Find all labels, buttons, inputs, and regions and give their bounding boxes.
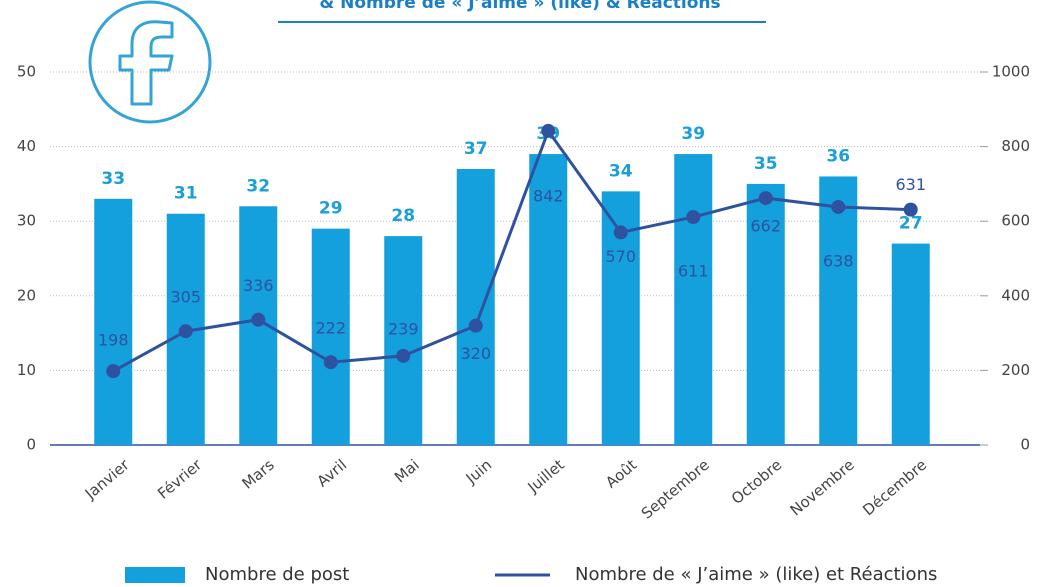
bar-value-label: 33	[101, 169, 125, 189]
bar	[746, 183, 785, 445]
line-value-label: 222	[315, 319, 346, 338]
bar	[819, 176, 858, 445]
bar-value-label: 32	[246, 176, 270, 196]
bar-value-label: 35	[754, 154, 778, 174]
line-value-label: 239	[388, 319, 419, 338]
line-point	[758, 191, 773, 206]
bar	[891, 243, 930, 445]
x-tick-label: Janvier	[81, 455, 133, 503]
x-tick-label: Novembre	[787, 456, 858, 520]
bar	[456, 168, 495, 446]
line-value-label: 570	[605, 247, 636, 266]
bar-value-label: 34	[609, 161, 633, 181]
line-point	[178, 324, 193, 339]
line-value-label: 336	[243, 276, 274, 295]
bar-value-label: 37	[464, 139, 488, 159]
y2-tick-label: 600	[1001, 212, 1030, 230]
line-point	[468, 318, 483, 333]
line-point	[396, 348, 411, 363]
line-value-label: 198	[98, 331, 129, 350]
bar-value-label: 27	[899, 214, 923, 234]
y-tick-label: 10	[17, 361, 36, 379]
bar	[529, 154, 568, 445]
y-tick-label: 0	[26, 436, 36, 454]
x-tick-label: Juin	[462, 456, 495, 488]
line-point	[686, 210, 701, 225]
line-value-label: 842	[533, 186, 564, 205]
y2-tick-label: 800	[1001, 137, 1030, 155]
bar-value-label: 28	[391, 206, 415, 226]
line-point	[106, 364, 121, 379]
bar-value-label: 36	[826, 146, 850, 166]
line-value-label: 611	[678, 262, 709, 281]
line-value-label: 631	[895, 175, 926, 194]
bar-value-label: 39	[681, 124, 705, 144]
line-value-label: 305	[170, 288, 201, 307]
line	[112, 127, 911, 373]
bar	[311, 228, 350, 445]
bar	[384, 236, 423, 445]
y2-tick-label: 200	[1001, 361, 1030, 379]
line-point	[903, 202, 918, 217]
line-point	[323, 355, 338, 370]
x-tick-label: Septembre	[638, 456, 713, 523]
chart-title: & Nombre de « J’aime » (like) & Réaction…	[319, 0, 720, 13]
x-tick-label: Février	[154, 455, 206, 503]
x-tick-label: Juillet	[524, 456, 568, 497]
x-tick-label: Août	[602, 456, 640, 492]
line-point	[251, 312, 266, 327]
x-tick-label: Avril	[314, 456, 351, 491]
legend-label: Nombre de post	[205, 564, 349, 585]
line-point	[613, 225, 628, 240]
bar-value-label: 29	[319, 199, 343, 219]
line-value-label: 638	[823, 252, 854, 271]
bar	[674, 154, 713, 445]
line-value-label: 320	[460, 344, 491, 363]
legend-label: Nombre de « J’aime » (like) et Réactions	[575, 564, 937, 585]
line-point	[541, 123, 556, 138]
bar	[94, 198, 133, 445]
y2-tick-label: 1000	[992, 63, 1030, 81]
y-tick-label: 20	[17, 286, 36, 304]
y2-tick-label: 0	[1020, 436, 1030, 454]
y-tick-label: 40	[17, 137, 36, 155]
legend-swatch	[125, 567, 185, 583]
line-point	[831, 200, 846, 215]
y2-tick-label: 400	[1001, 286, 1030, 304]
x-tick-label: Mars	[238, 456, 277, 493]
x-tick-label: Décembre	[859, 456, 930, 520]
x-tick-label: Octobre	[728, 456, 785, 508]
x-tick-label: Mai	[391, 456, 423, 487]
facebook-icon	[88, 0, 212, 124]
bar-value-label: 31	[174, 184, 198, 204]
line-value-label: 662	[750, 217, 781, 236]
y-tick-label: 50	[17, 63, 36, 81]
y-tick-label: 30	[17, 212, 36, 230]
